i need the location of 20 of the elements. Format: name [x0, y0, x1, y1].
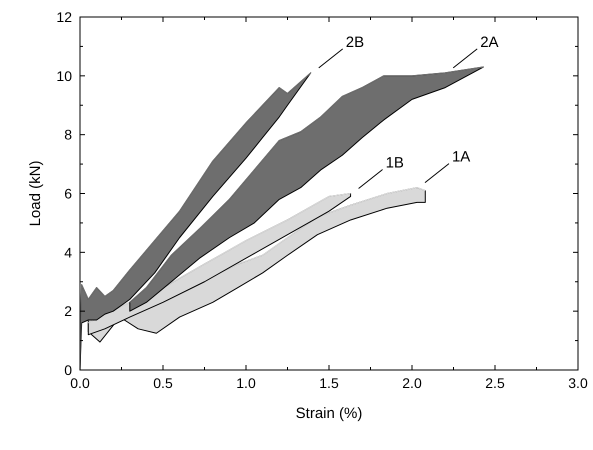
- y-tick-label: 10: [56, 68, 72, 84]
- annotation: 2A: [480, 34, 499, 51]
- annotation: 2B: [346, 34, 364, 51]
- y-tick-label: 2: [64, 303, 72, 320]
- y-tick-label: 0: [64, 362, 72, 378]
- x-tick-label: 3.0: [568, 375, 588, 391]
- y-axis-title: Load (kN): [27, 160, 44, 226]
- annotation: 1B: [386, 154, 404, 172]
- x-axis-title: Strain (%): [296, 405, 362, 422]
- y-tick-label: 8: [64, 126, 72, 143]
- x-tick-label: 1.5: [319, 375, 339, 391]
- x-tick-label: 2.0: [402, 375, 422, 391]
- annotation: 1A: [452, 148, 470, 166]
- x-tick-label: 0.0: [70, 375, 90, 391]
- x-tick-label: 1.0: [236, 375, 256, 391]
- x-tick-label: 0.5: [153, 375, 173, 391]
- y-tick-label: 12: [56, 9, 72, 25]
- y-tick-label: 6: [64, 186, 72, 202]
- x-tick-label: 2.5: [485, 375, 505, 391]
- y-tick-label: 4: [64, 244, 72, 260]
